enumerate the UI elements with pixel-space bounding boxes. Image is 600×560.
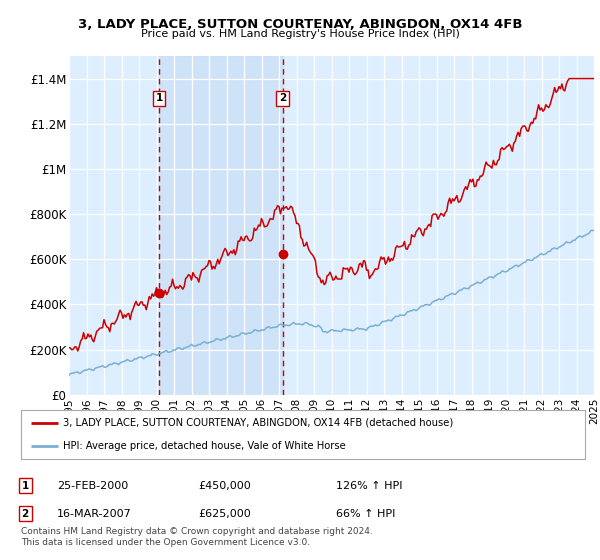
Text: 3, LADY PLACE, SUTTON COURTENAY, ABINGDON, OX14 4FB (detached house): 3, LADY PLACE, SUTTON COURTENAY, ABINGDO… [64, 418, 454, 428]
Text: 2: 2 [279, 94, 286, 104]
Text: 3, LADY PLACE, SUTTON COURTENAY, ABINGDON, OX14 4FB: 3, LADY PLACE, SUTTON COURTENAY, ABINGDO… [78, 18, 522, 31]
Text: 1: 1 [155, 94, 163, 104]
Text: Contains HM Land Registry data © Crown copyright and database right 2024.
This d: Contains HM Land Registry data © Crown c… [21, 527, 373, 547]
Text: 1: 1 [22, 480, 29, 491]
Bar [159, 56, 283, 395]
Text: 2: 2 [22, 508, 29, 519]
Text: £625,000: £625,000 [198, 508, 251, 519]
Text: 25-FEB-2000: 25-FEB-2000 [57, 480, 128, 491]
Text: £450,000: £450,000 [198, 480, 251, 491]
Text: 66% ↑ HPI: 66% ↑ HPI [336, 508, 395, 519]
Text: HPI: Average price, detached house, Vale of White Horse: HPI: Average price, detached house, Vale… [64, 441, 346, 451]
Text: 16-MAR-2007: 16-MAR-2007 [57, 508, 132, 519]
Text: 126% ↑ HPI: 126% ↑ HPI [336, 480, 403, 491]
Text: Price paid vs. HM Land Registry's House Price Index (HPI): Price paid vs. HM Land Registry's House … [140, 29, 460, 39]
